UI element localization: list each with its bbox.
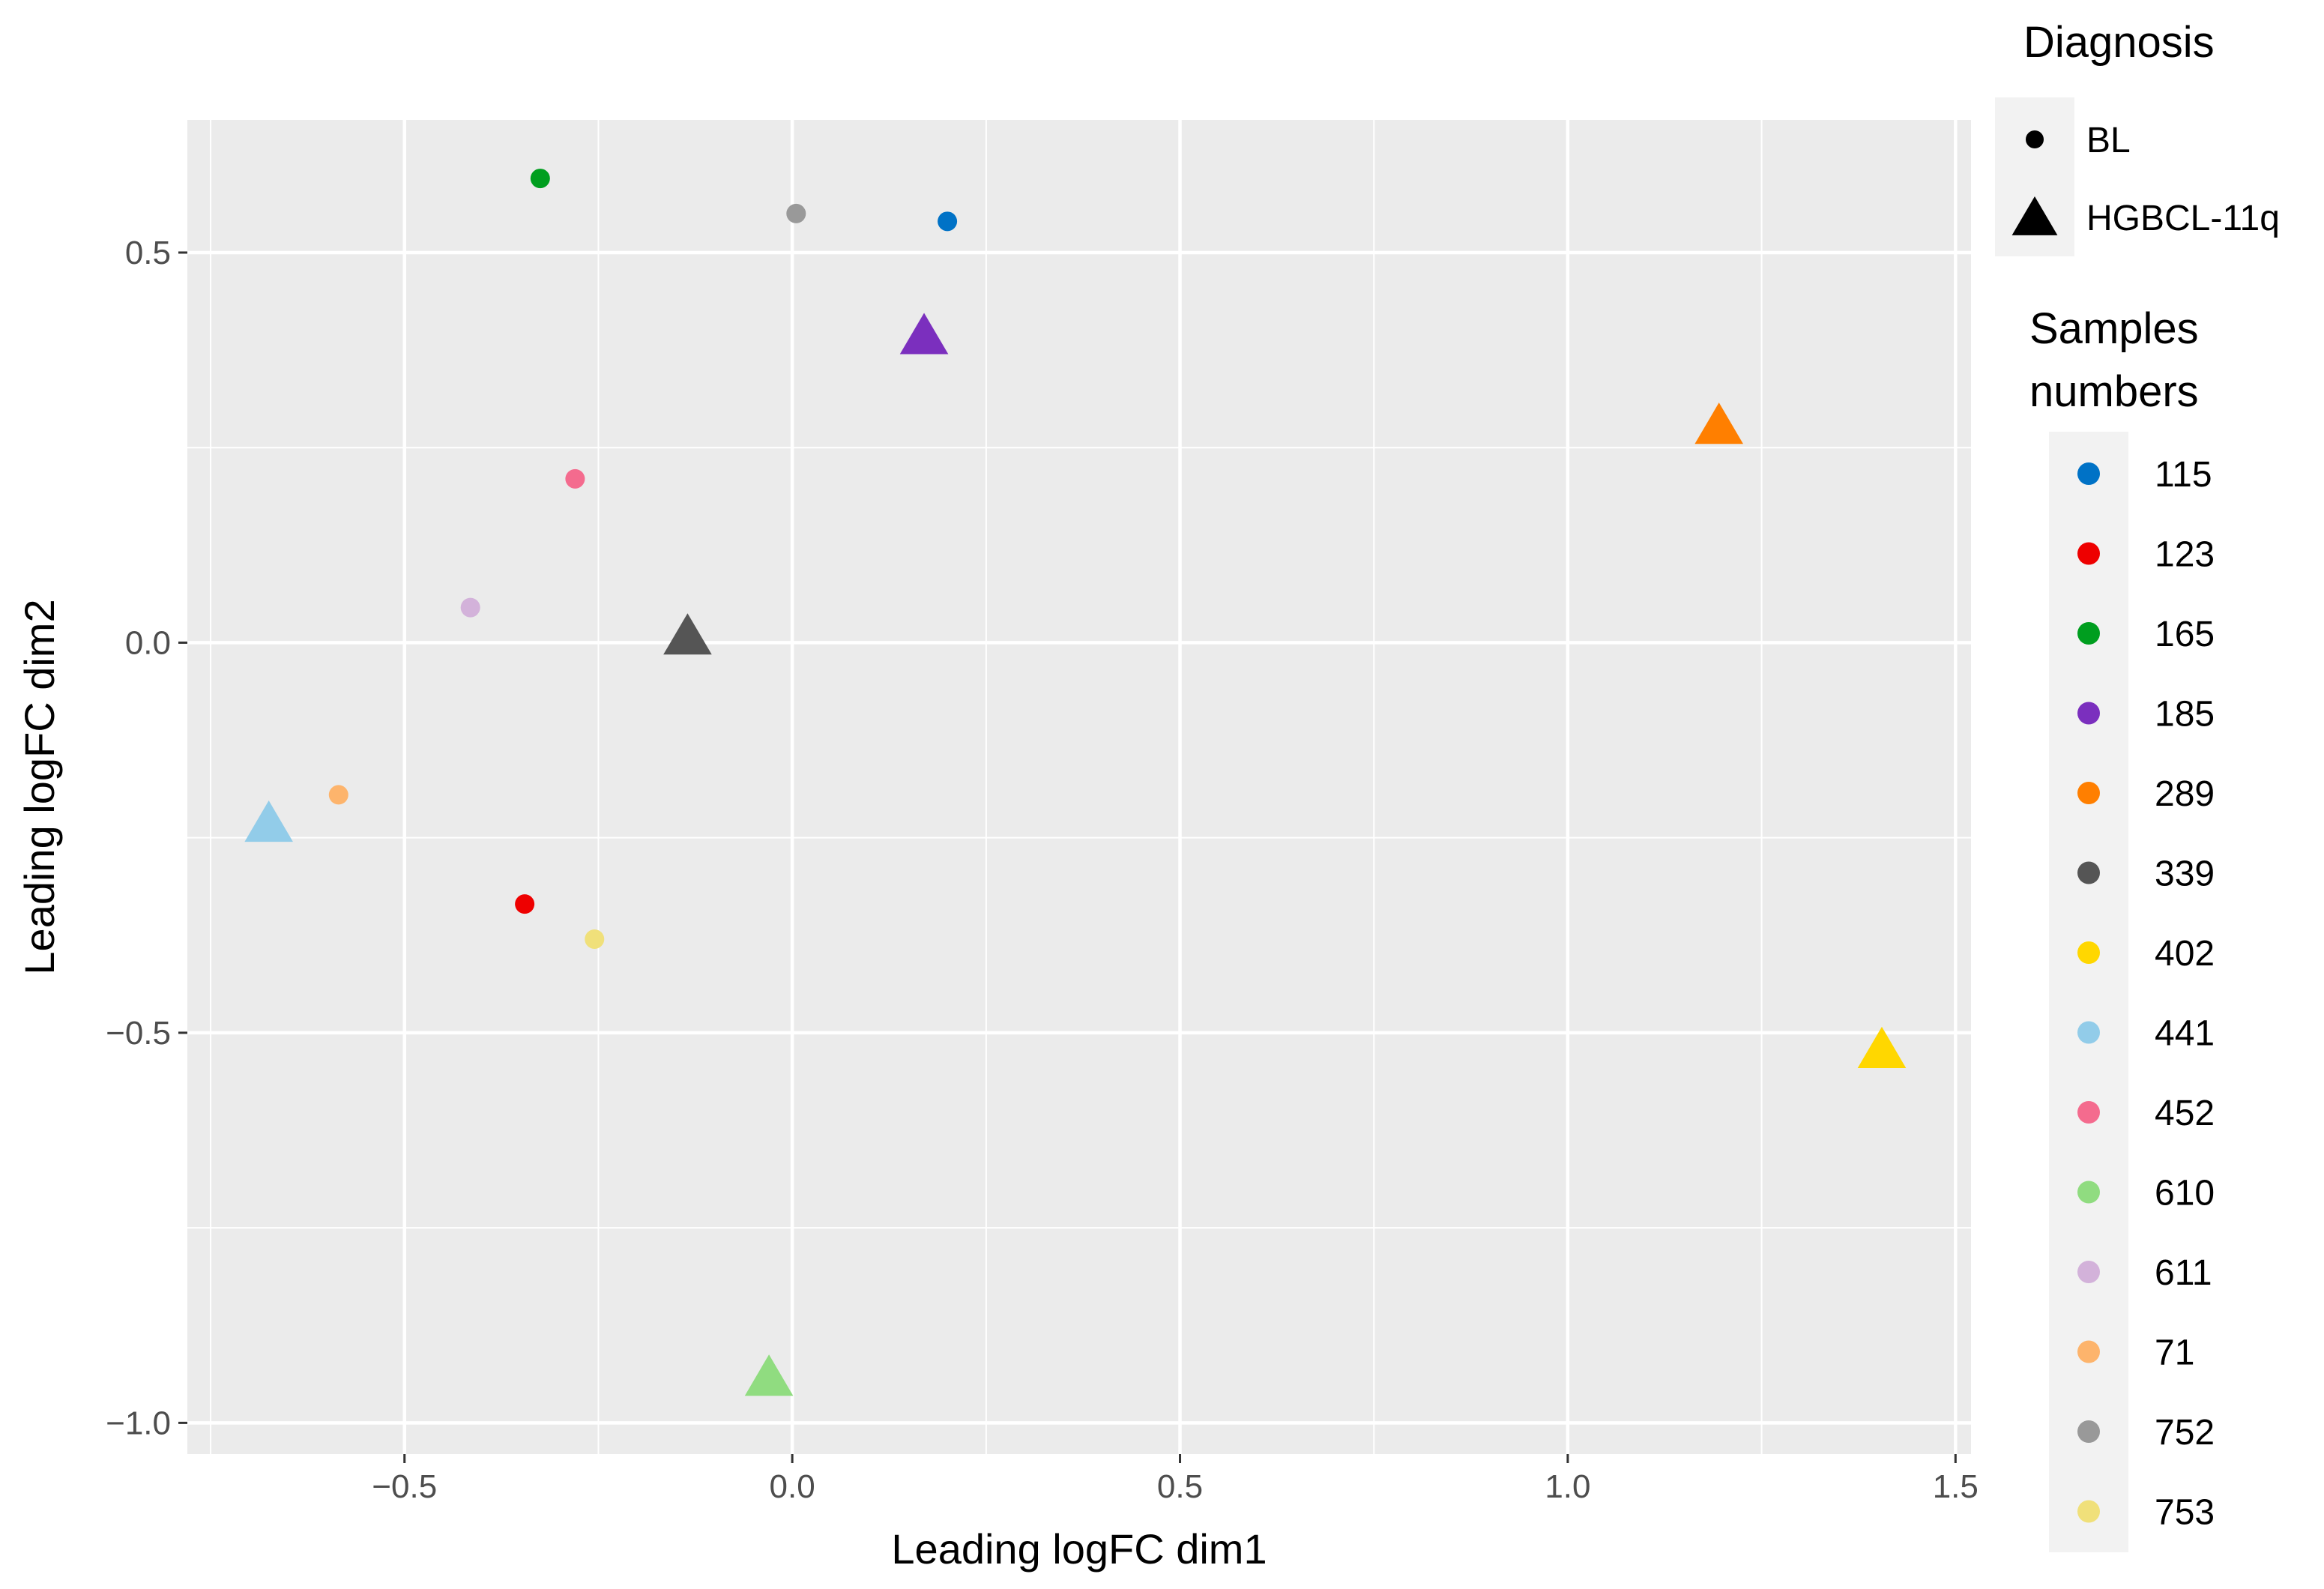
x-axis: −0.5 0.0 0.5 1.0 1.5 <box>372 1454 1979 1505</box>
point-289 <box>1694 402 1743 444</box>
y-tick-label: 0.0 <box>125 624 171 661</box>
color-legend-key-339 <box>2077 861 2100 884</box>
x-tick-label: −0.5 <box>372 1468 437 1505</box>
y-axis-title: Leading logFC dim2 <box>16 599 63 974</box>
point-185 <box>899 313 949 355</box>
color-legend-label: 753 <box>2155 1493 2215 1533</box>
color-legend-label: 185 <box>2155 695 2215 735</box>
color-legend-title-line-2: numbers <box>2029 367 2199 416</box>
color-legend-label: 610 <box>2155 1174 2215 1213</box>
y-tick-label: 0.5 <box>125 235 171 271</box>
point-165 <box>530 169 550 189</box>
color-legend-key-289 <box>2077 782 2100 804</box>
color-legend: Samples numbers 115 123 165 185 289 339 402 441… <box>2029 304 2215 1552</box>
color-legend-label: 339 <box>2155 854 2215 894</box>
color-legend-key-71 <box>2077 1340 2100 1363</box>
point-115 <box>938 211 958 232</box>
color-legend-key-115 <box>2077 462 2100 485</box>
point-610 <box>744 1354 794 1396</box>
x-tick-label: 1.0 <box>1545 1468 1590 1505</box>
shape-legend-label: BL <box>2086 121 2131 160</box>
color-legend-key-165 <box>2077 622 2100 645</box>
shape-legend-key-circle <box>2026 130 2044 148</box>
point-752 <box>786 203 806 223</box>
color-legend-label: 402 <box>2155 934 2215 974</box>
data-points <box>244 169 1907 1396</box>
point-611 <box>460 597 480 618</box>
color-legend-key-611 <box>2077 1261 2100 1283</box>
grid-major <box>187 120 1971 1454</box>
shape-legend-key-triangle <box>2011 196 2058 235</box>
y-axis: −1.0 −0.5 0.0 0.5 <box>106 235 187 1441</box>
grid-minor <box>187 120 1971 1454</box>
y-tick-label: −1.0 <box>106 1405 171 1441</box>
color-legend-label: 752 <box>2155 1413 2215 1453</box>
x-tick-label: 0.5 <box>1157 1468 1203 1505</box>
color-legend-label: 611 <box>2155 1253 2212 1293</box>
color-legend-label: 289 <box>2155 774 2215 814</box>
color-legend-label: 441 <box>2155 1014 2215 1054</box>
point-452 <box>565 468 585 489</box>
shape-legend-title: Diagnosis <box>2023 18 2215 67</box>
shape-legend: Diagnosis BL HGBCL-11q <box>1995 18 2280 256</box>
point-753 <box>585 929 605 949</box>
color-legend-key-background <box>2049 432 2128 1552</box>
color-legend-title-line-1: Samples <box>2029 304 2199 353</box>
point-71 <box>328 785 348 805</box>
color-legend-key-452 <box>2077 1101 2100 1124</box>
color-legend-label: 165 <box>2155 615 2215 654</box>
point-123 <box>515 894 535 914</box>
point-402 <box>1857 1026 1907 1068</box>
color-legend-label: 71 <box>2155 1333 2194 1373</box>
x-axis-title: Leading logFC dim1 <box>891 1525 1267 1573</box>
color-legend-label: 123 <box>2155 535 2215 575</box>
color-legend-key-123 <box>2077 542 2100 565</box>
shape-legend-label: HGBCL-11q <box>2086 199 2280 238</box>
point-441 <box>244 800 293 842</box>
color-legend-key-441 <box>2077 1021 2100 1044</box>
color-legend-key-752 <box>2077 1420 2100 1443</box>
color-legend-key-185 <box>2077 702 2100 725</box>
color-legend-key-753 <box>2077 1500 2100 1523</box>
y-tick-label: −0.5 <box>106 1015 171 1052</box>
color-legend-label: 115 <box>2155 455 2212 495</box>
color-legend-key-610 <box>2077 1181 2100 1204</box>
x-tick-label: 0.0 <box>770 1468 815 1505</box>
point-339 <box>663 613 712 655</box>
color-legend-key-402 <box>2077 941 2100 964</box>
x-tick-label: 1.5 <box>1933 1468 1979 1505</box>
plot-panel <box>187 120 1971 1454</box>
color-legend-label: 452 <box>2155 1094 2215 1133</box>
